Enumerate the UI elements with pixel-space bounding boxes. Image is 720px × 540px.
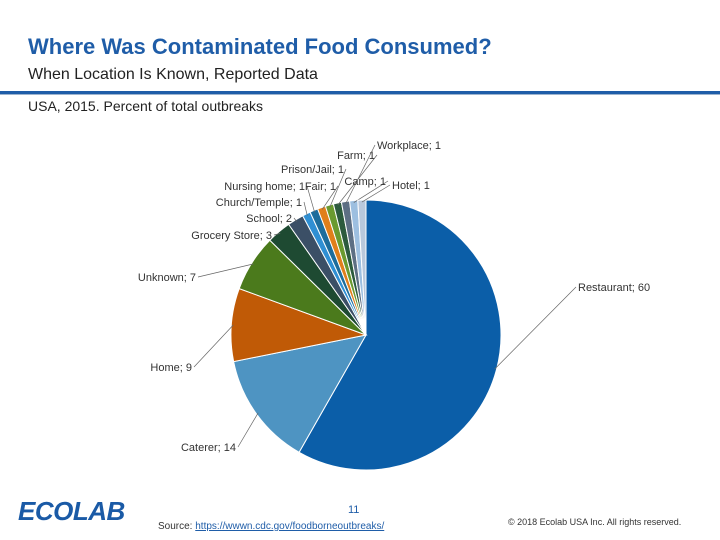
leader-line: [321, 185, 339, 210]
source-note: Source: https://wwwn.cdc.gov/foodborneou…: [158, 521, 384, 532]
slice-label: Fair; 1: [305, 181, 336, 193]
leader-line: [345, 144, 376, 204]
leader-line: [197, 263, 254, 278]
leader-line: [293, 217, 297, 222]
slice-label: Prison/Jail; 1: [281, 164, 344, 176]
leader-line: [361, 184, 391, 203]
title-divider: [0, 91, 720, 94]
leader-line: [329, 168, 347, 208]
slice-label: Nursing home; 1: [224, 181, 305, 193]
pie-slice-caterer: [233, 334, 367, 453]
slice-label: Grocery Store; 3: [191, 230, 272, 242]
page-number: 11: [348, 504, 360, 516]
title-divider-accent: [0, 94, 720, 95]
source-prefix: Source:: [158, 521, 196, 532]
chart-context: USA, 2015. Percent of total outbreaks: [28, 98, 264, 114]
slice-label: Camp; 1: [344, 176, 386, 188]
slice-label: Unknown; 7: [138, 272, 196, 284]
leader-line: [353, 180, 389, 203]
copyright-notice: © 2018 Ecolab USA Inc. All rights reserv…: [508, 517, 682, 527]
source-link[interactable]: https://wwwn.cdc.gov/foodborneoutbreaks/: [195, 521, 385, 532]
logo-text: ECOLAB: [18, 496, 125, 526]
slide-subtitle: When Location Is Known, Reported Data: [28, 66, 318, 83]
pie-slice-restaurant: [298, 199, 502, 471]
slide-title: Where Was Contaminated Food Consumed?: [28, 34, 492, 59]
slice-label: School; 2: [246, 213, 292, 225]
leader-line: [306, 185, 315, 213]
slice-label: Workplace; 1: [377, 140, 441, 152]
slice-label: Church/Temple; 1: [216, 197, 302, 209]
slice-label: Home; 9: [150, 362, 192, 374]
slice-label: Hotel; 1: [392, 180, 430, 192]
leader-line: [494, 286, 577, 370]
slice-label: Restaurant; 60: [578, 282, 650, 294]
leader-line: [273, 233, 281, 236]
slice-label: Farm; 1: [337, 150, 375, 162]
leader-line: [237, 412, 259, 448]
slice-label: Caterer; 14: [181, 442, 236, 454]
ecolab-logo: ECOLAB: [18, 498, 140, 524]
leader-line: [303, 201, 308, 216]
leader-line: [193, 324, 234, 368]
